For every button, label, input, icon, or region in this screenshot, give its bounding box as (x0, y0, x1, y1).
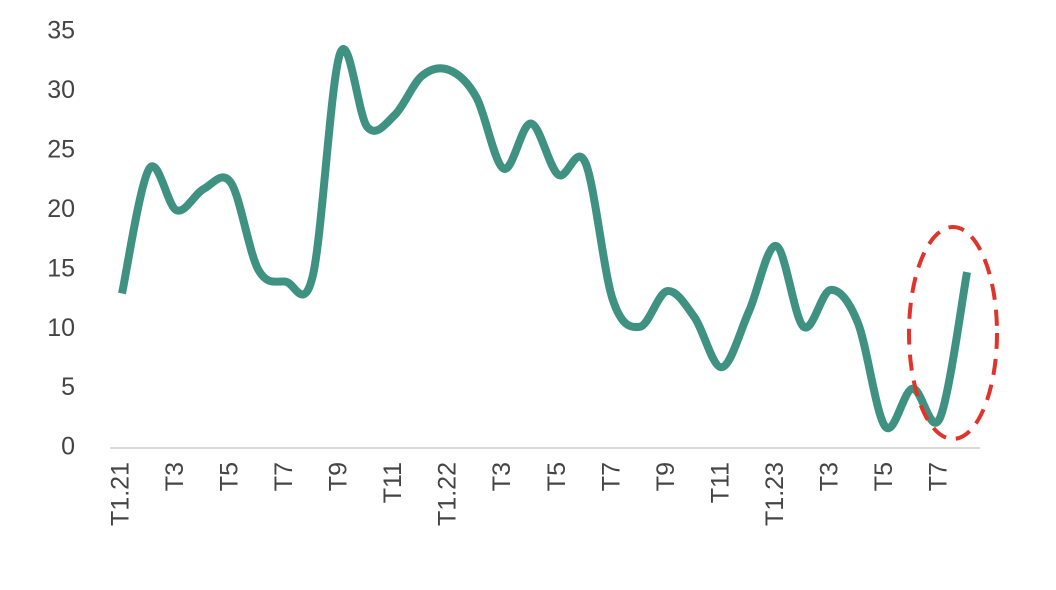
x-tick-label: T3 (161, 462, 189, 491)
y-tick-label: 15 (47, 254, 75, 282)
y-tick-label: 30 (47, 76, 75, 104)
line-series (118, 45, 971, 433)
x-tick-label: T3 (488, 462, 516, 491)
y-tick-label: 5 (61, 373, 75, 401)
y-tick-label: 35 (47, 17, 75, 45)
x-tick-label: T9 (652, 462, 680, 491)
y-tick-label: 20 (47, 195, 75, 223)
x-tick-label: T5 (543, 462, 571, 491)
highlight-ellipse (907, 225, 999, 441)
x-tick-label: T1.21 (107, 462, 135, 526)
x-tick-label: T5 (870, 462, 898, 491)
x-tick-label: T1.23 (761, 462, 789, 526)
x-tick-label: T3 (815, 462, 843, 491)
x-tick-label: T7 (924, 462, 952, 491)
x-tick-label: T11 (706, 462, 734, 503)
x-tick-label: T11 (379, 462, 407, 503)
x-tick-label: T7 (270, 462, 298, 491)
y-tick-label: 0 (61, 433, 75, 461)
y-tick-label: 25 (47, 135, 75, 163)
x-tick-label: T7 (597, 462, 625, 491)
x-tick-label: T5 (216, 462, 244, 491)
x-tick-label: T1.22 (434, 462, 462, 526)
x-tick-label: T9 (325, 462, 353, 491)
y-tick-label: 10 (47, 314, 75, 342)
